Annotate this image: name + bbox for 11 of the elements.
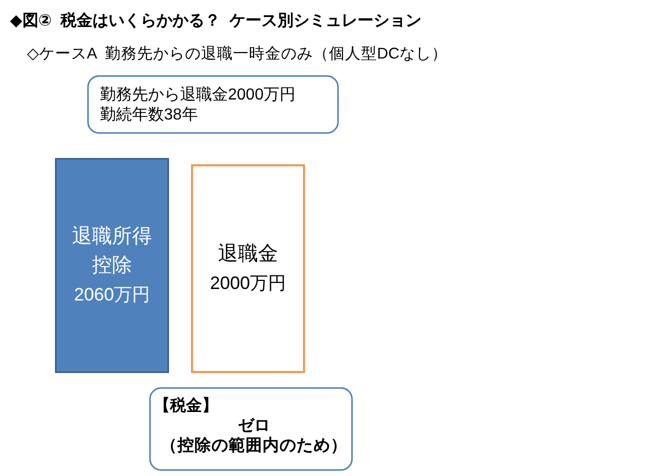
text: 勤続年数38年 — [100, 106, 198, 124]
chart-subtitle: ◇ケースA 勤務先からの退職一時金のみ（個人型DCなし） — [27, 44, 448, 62]
x-tick-label: 退職金 — [218, 243, 278, 266]
x-tick-label: 退職所得控除 — [72, 226, 152, 276]
data-label: 2060万円 — [74, 284, 150, 304]
text: ゼロ — [238, 418, 270, 434]
text: （控除の範囲内のため） — [160, 436, 348, 454]
chart-title: ◆図② 税金はいくらかかる？ ケース別シミュレーション — [10, 12, 422, 30]
text: 勤務先から退職金2000万円 — [100, 86, 296, 104]
data-label: 2000万円 — [210, 273, 286, 294]
text: 【税金】 — [154, 396, 218, 414]
